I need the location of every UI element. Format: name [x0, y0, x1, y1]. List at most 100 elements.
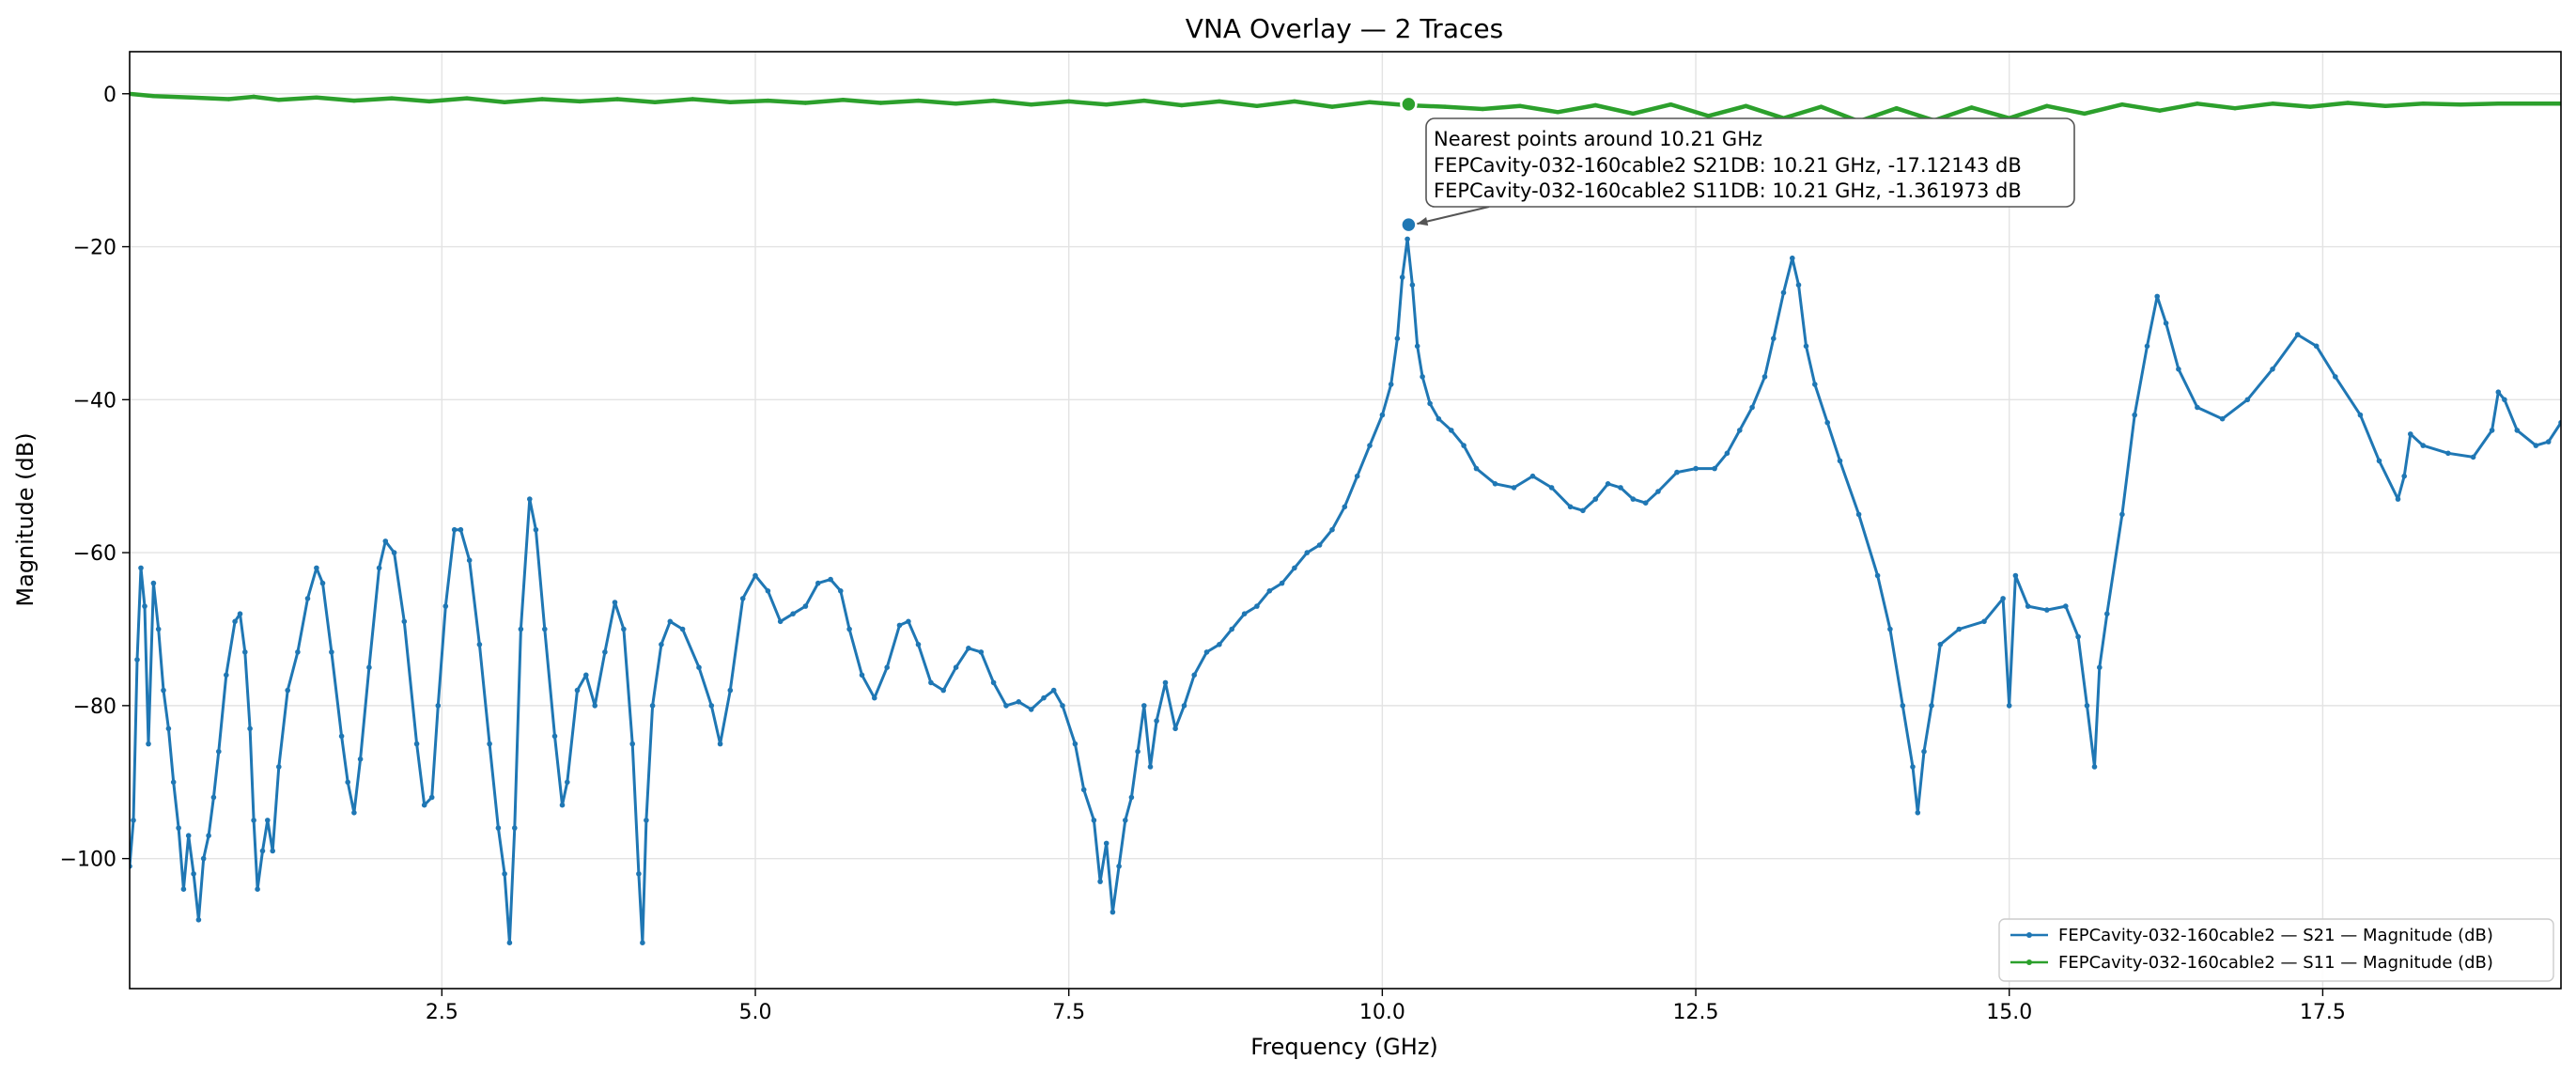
data-point [1855, 511, 1862, 518]
data-point [802, 603, 809, 609]
data-point [2470, 454, 2476, 460]
data-point [180, 886, 187, 892]
data-point [1379, 412, 1386, 418]
data-point [1367, 443, 1373, 448]
data-point [255, 886, 260, 892]
data-point [906, 618, 911, 625]
data-point [2313, 343, 2320, 350]
legend-entry-s21[interactable]: FEPCavity-032-160cable2 — S21 — Magnitud… [2010, 926, 2493, 945]
x-tick-label: 5.0 [739, 1001, 772, 1024]
data-point [679, 626, 686, 632]
data-point [691, 97, 695, 101]
data-point [954, 101, 958, 106]
data-point [1217, 642, 1222, 647]
data-point [314, 95, 319, 101]
chart-title: VNA Overlay — 2 Traces [1186, 13, 1503, 44]
data-point [200, 855, 207, 862]
data-point [753, 572, 758, 579]
data-point [224, 672, 229, 678]
data-point [502, 871, 507, 877]
data-point [578, 99, 582, 104]
data-point [1141, 703, 1147, 709]
data-point [329, 649, 334, 655]
data-point [966, 646, 971, 651]
data-point [195, 917, 202, 923]
data-point [1029, 102, 1033, 107]
legend-entry-s11[interactable]: FEPCavity-032-160cable2 — S11 — Magnitud… [2010, 953, 2493, 973]
data-point [621, 626, 627, 632]
legend[interactable]: FEPCavity-032-160cable2 — S21 — Magnitud… [1998, 918, 2554, 982]
data-point [1819, 104, 1823, 109]
data-point [1316, 542, 1323, 548]
data-point [602, 649, 608, 655]
data-point [565, 779, 570, 786]
data-point [2445, 450, 2451, 457]
data-point [2502, 397, 2507, 403]
data-point [1427, 400, 1433, 407]
data-point [640, 940, 645, 945]
annotation-box [1425, 117, 2075, 208]
data-point [314, 565, 319, 571]
nearest-point-markers [1400, 95, 1418, 234]
data-point [1329, 526, 1335, 533]
data-point [2420, 443, 2426, 448]
data-point [2333, 374, 2338, 380]
y-tick-label: −20 [73, 237, 116, 260]
data-point [142, 603, 147, 609]
data-point [1110, 909, 1116, 915]
data-point [2401, 473, 2407, 479]
data-point [1442, 104, 1448, 109]
data-point [428, 794, 435, 801]
data-point [2025, 603, 2031, 609]
data-point [1592, 496, 1599, 502]
data-point [1812, 382, 1818, 387]
data-point [1154, 718, 1159, 724]
data-point [2357, 412, 2364, 418]
data-point [1354, 473, 1360, 479]
data-point [1116, 864, 1122, 869]
data-point [1041, 694, 1047, 701]
data-point [357, 756, 364, 762]
data-point [512, 825, 518, 831]
data-point [1630, 496, 1637, 502]
series-line-s21 [130, 237, 2561, 944]
data-point [210, 794, 217, 801]
series-s21 [130, 236, 2561, 945]
data-point [828, 576, 833, 583]
data-point [1292, 99, 1297, 104]
data-point [765, 588, 771, 594]
data-point [295, 649, 301, 655]
data-point [615, 97, 620, 101]
data-point [583, 672, 589, 678]
data-point [476, 642, 483, 647]
data-point [1254, 103, 1260, 109]
data-point [2176, 366, 2181, 372]
data-point [574, 687, 581, 694]
data-point [1292, 565, 1297, 571]
data-point [728, 100, 733, 104]
data-point [1329, 104, 1335, 109]
data-point [1518, 103, 1523, 109]
data-point [1969, 105, 1974, 110]
data-point [717, 741, 723, 747]
data-point [2408, 431, 2413, 437]
data-point [916, 98, 921, 103]
data-point [155, 626, 162, 632]
data-point [2044, 607, 2050, 613]
data-point [2307, 104, 2313, 109]
data-point [2421, 101, 2426, 106]
data-point [559, 802, 566, 808]
data-point [1435, 415, 1442, 422]
data-point [629, 741, 635, 747]
data-point [1780, 289, 1787, 296]
data-point [659, 642, 664, 647]
data-point [533, 526, 539, 533]
data-point [2144, 343, 2150, 350]
data-point [838, 588, 844, 594]
data-point [1141, 98, 1147, 103]
y-axis-ticks: 0 −20 −40 −60 −80 −100 [60, 84, 130, 872]
plot-frame [129, 51, 2562, 990]
data-point [1304, 550, 1311, 555]
data-point [1900, 703, 1906, 709]
data-point [739, 596, 746, 601]
